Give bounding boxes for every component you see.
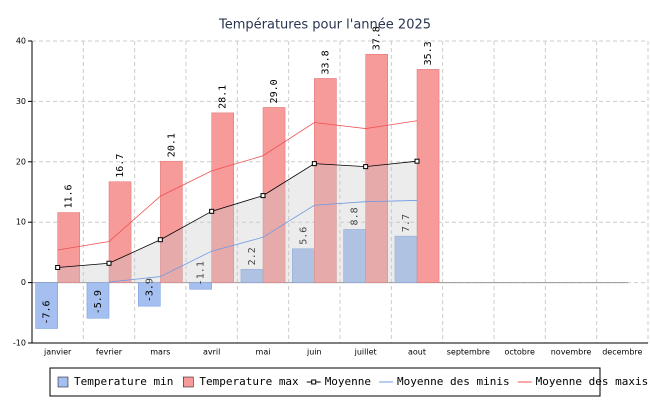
line: [108, 200, 418, 283]
data-label: -5.9: [93, 290, 104, 314]
legend-label: Temperature max: [199, 375, 299, 388]
legend-label: Moyenne: [325, 375, 371, 388]
y-tick-label: 30: [16, 97, 26, 106]
marker: [311, 161, 317, 167]
data-label: 37.8: [372, 26, 383, 50]
y-tick-label: 10: [16, 218, 26, 227]
data-label: 29.0: [269, 79, 280, 103]
legend-label: Temperature min: [74, 375, 173, 388]
x-tick-label: aout: [408, 348, 426, 357]
marker: [55, 265, 61, 270]
marker: [414, 158, 420, 164]
marker: [209, 208, 215, 214]
marker: [106, 260, 112, 266]
bar: [211, 112, 234, 283]
x-tick-label: octobre: [504, 348, 535, 357]
data-label: 35.3: [423, 41, 434, 65]
legend-marker: [311, 379, 317, 385]
data-label: 33.8: [320, 50, 331, 74]
data-label: -7.6: [42, 300, 53, 324]
x-tick-label: decembre: [602, 348, 642, 357]
chart-title: Températures pour l'année 2025: [218, 18, 431, 33]
x-tick-label: novembre: [551, 348, 592, 357]
x-tick-label: janvier: [43, 348, 72, 357]
y-tick-label: 0: [21, 278, 26, 287]
x-tick-label: fevrier: [96, 348, 123, 357]
x-tick-label: juin: [306, 348, 322, 357]
y-tick-label: -10: [13, 339, 26, 348]
y-tick-label: 20: [16, 157, 26, 166]
bar: [189, 282, 212, 290]
legend-swatch: [183, 376, 194, 388]
bar: [314, 78, 337, 283]
marker: [157, 237, 163, 243]
data-label: 11.6: [64, 184, 75, 208]
bar: [138, 282, 161, 307]
line: [57, 160, 418, 268]
y-tick-label: 40: [16, 37, 26, 46]
data-label: -1.1: [196, 261, 207, 285]
data-label: -3.9: [144, 278, 155, 302]
bar: [57, 212, 80, 283]
data-label: 20.1: [166, 133, 177, 157]
data-label: 2.2: [247, 247, 258, 265]
x-tick-label: juillet: [354, 348, 377, 357]
x-tick-label: mai: [256, 348, 271, 357]
x-tick-label: mars: [150, 348, 170, 357]
bar: [86, 282, 110, 319]
x-tick-label: septembre: [447, 348, 490, 357]
legend-label: Moyenne des maxis: [536, 375, 649, 388]
line: [57, 120, 418, 251]
x-tick-label: avril: [203, 348, 220, 357]
bar: [416, 69, 440, 283]
data-label: 8.8: [350, 207, 361, 225]
marker: [363, 164, 369, 170]
data-label: 28.1: [218, 85, 229, 109]
data-label: 5.6: [298, 227, 309, 245]
legend-label: Moyenne des minis: [397, 375, 510, 388]
legend-box: [49, 367, 601, 397]
legend: Temperature min Temperature max Moyenne Moy…: [49, 367, 649, 397]
area-fill: [57, 161, 418, 283]
marker: [260, 193, 266, 199]
legend-swatch: [57, 376, 69, 388]
data-label: 16.7: [115, 154, 126, 178]
bar: [35, 282, 58, 329]
bar: [160, 160, 183, 283]
data-label: 7.7: [401, 214, 412, 232]
